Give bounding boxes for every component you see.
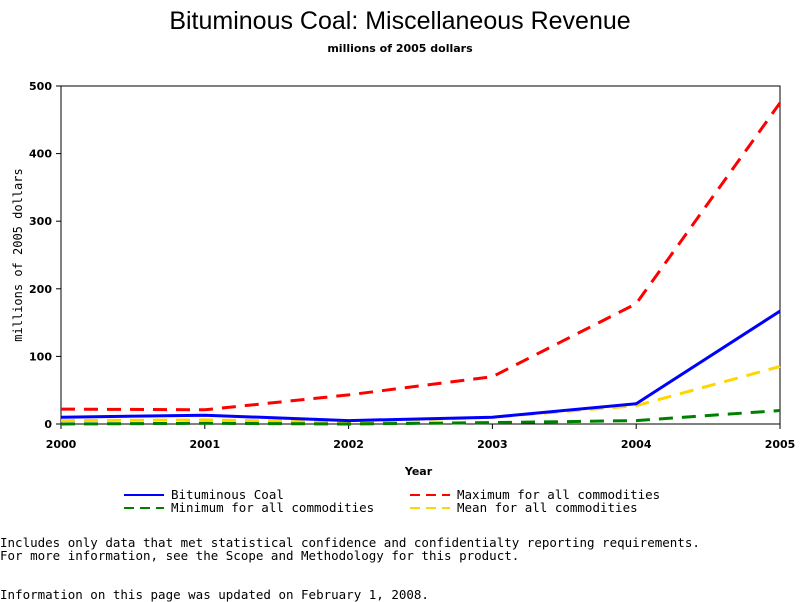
y-tick-label: 0 (44, 418, 52, 431)
chart-subtitle: millions of 2005 dollars (327, 42, 473, 55)
x-tick-label: 2001 (189, 438, 220, 451)
legend-label: Minimum for all commodities (171, 500, 374, 515)
series-line-maximum-for-all-commodities (60, 102, 782, 412)
x-tick-label: 2003 (477, 438, 508, 451)
y-tick-label: 300 (29, 215, 52, 228)
methodology-note: For more information, see the Scope and … (0, 548, 520, 563)
axes: 0 100 200 300 400 500 2000 2001 2002 2003 2004 2005… (11, 80, 795, 478)
y-tick-label: 500 (29, 80, 52, 93)
legend: Bituminous Coal Maximum for all commoditi… (124, 487, 660, 515)
series-line-minimum-for-all-commodities (60, 409, 781, 426)
x-tick-label: 2005 (765, 438, 796, 451)
update-note: Information on this page was updated on … (0, 587, 429, 602)
series-line-mean-for-all-commodities (60, 365, 781, 424)
y-tick-label: 400 (29, 148, 52, 161)
series-lines (60, 102, 782, 426)
x-tick-label: 2000 (46, 438, 77, 451)
plot-frame (60, 85, 781, 425)
y-tick-label: 100 (29, 350, 52, 363)
legend-label: Maximum for all commodities (457, 487, 660, 502)
legend-label: Bituminous Coal (171, 487, 284, 502)
x-tick-label: 2002 (333, 438, 364, 451)
confidence-note: Includes only data that met statistical … (0, 535, 700, 550)
chart-area: 0 100 200 300 400 500 2000 2001 2002 2003 2004 2005… (11, 80, 795, 515)
y-tick-label: 200 (29, 283, 52, 296)
chart-title: Bituminous Coal: Miscellaneous Revenue (169, 7, 631, 35)
legend-label: Mean for all commodities (457, 500, 638, 515)
y-axis-label: millions of 2005 dollars (11, 168, 25, 341)
x-tick-label: 2004 (621, 438, 652, 451)
series-line-bituminous-coal (60, 309, 781, 423)
x-axis-label: Year (404, 465, 433, 478)
